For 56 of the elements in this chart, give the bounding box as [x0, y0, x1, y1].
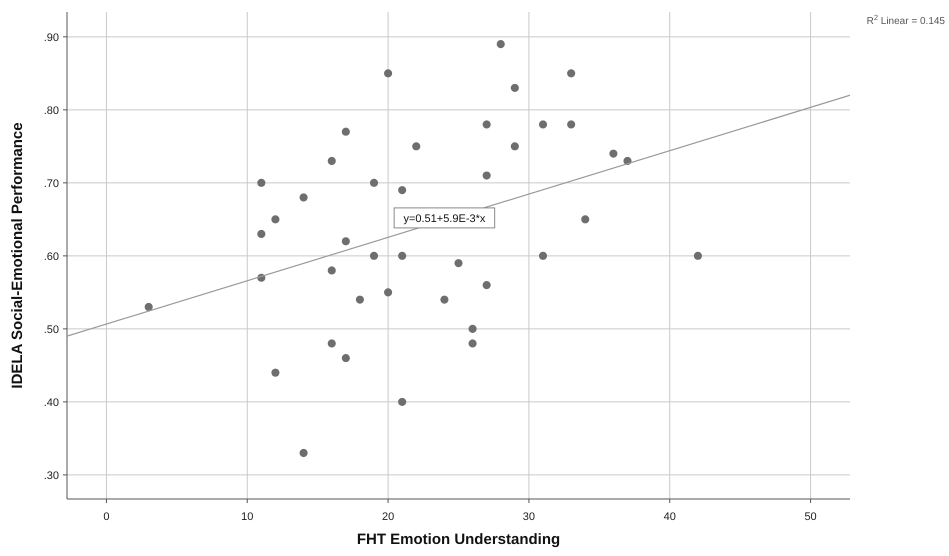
point: [384, 288, 392, 296]
point: [510, 142, 519, 150]
point: [300, 448, 308, 458]
point: [144, 302, 153, 312]
point: [257, 178, 266, 187]
point: [271, 215, 280, 224]
point: [328, 266, 336, 275]
y-tick-label: .70: [44, 178, 59, 190]
point: [342, 354, 350, 362]
point: [412, 142, 420, 150]
y-tick-label: .30: [44, 470, 59, 482]
y-tick-label: .50: [44, 324, 59, 336]
point: [581, 215, 590, 224]
point: [609, 150, 618, 158]
point: [694, 252, 702, 260]
x-axis-title: FHT Emotion Understanding: [356, 531, 560, 548]
point: [567, 120, 576, 128]
point: [538, 252, 548, 260]
point: [510, 84, 519, 92]
text: R$^{2}$ Linear = 0.145: [866, 12, 946, 27]
y-axis-title: IDELA Social-Emotional Performance: [9, 122, 26, 389]
point: [328, 339, 336, 348]
x-tick-label: 50: [804, 511, 817, 523]
y-tick-label: .60: [44, 250, 59, 263]
point: [342, 237, 350, 246]
point: [300, 193, 308, 202]
point: [398, 398, 406, 406]
point: [384, 69, 392, 78]
point: [468, 324, 477, 333]
point: [468, 339, 477, 348]
y-tick-label: .90: [44, 32, 59, 44]
point: [342, 128, 350, 136]
y-tick-label: .80: [44, 104, 59, 117]
x-tick-label: 20: [382, 511, 394, 523]
point: [454, 259, 463, 268]
x-tick-label: 30: [522, 511, 536, 523]
point: [567, 69, 576, 78]
x-tick-label: 10: [241, 511, 254, 523]
point: [482, 281, 491, 290]
annotation: y=0.51+5.9E-3*x: [403, 212, 486, 225]
point: [370, 178, 378, 187]
point: [398, 252, 406, 260]
point: [538, 120, 548, 128]
y-tick-label: .40: [44, 396, 59, 409]
x-tick-label: 0: [103, 511, 110, 523]
point: [257, 230, 266, 238]
x-tick-label: 40: [664, 511, 676, 523]
point: [271, 368, 280, 377]
point: [370, 252, 378, 260]
point: [482, 171, 491, 180]
point: [398, 186, 406, 194]
point: [356, 296, 364, 304]
point: [482, 120, 491, 128]
point: [496, 40, 505, 48]
point: [440, 296, 448, 304]
point: [328, 156, 336, 166]
